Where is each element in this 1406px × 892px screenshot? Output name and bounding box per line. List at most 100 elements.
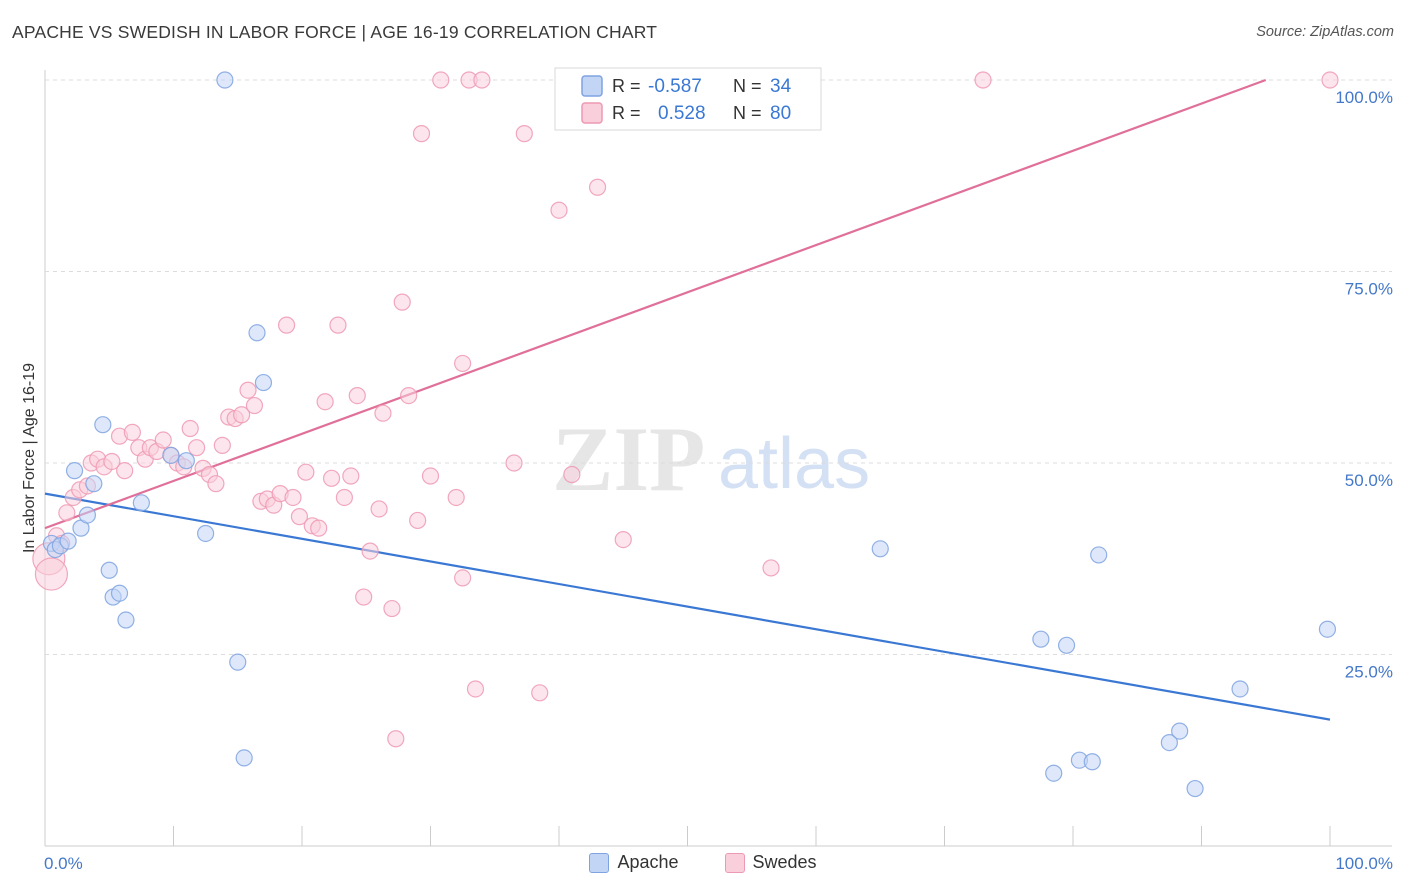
point-swedes [317,394,333,410]
point-swedes [433,72,449,88]
watermark-zip: ZIP [552,408,705,510]
legend-n-value-swedes: 80 [770,103,791,124]
legend-swatch-blue [589,853,609,873]
point-apache [60,533,76,549]
legend-r-label-apache: R = [612,76,641,96]
point-apache [230,654,246,670]
point-swedes [324,470,340,486]
point-swedes [35,558,67,590]
point-swedes [189,440,205,456]
y-tick-label-100: 100.0% [1335,88,1393,107]
point-swedes [214,437,230,453]
legend-item-swedes: Swedes [725,852,817,873]
point-swedes [410,512,426,528]
y-tick-label-50: 50.0% [1345,471,1393,490]
point-swedes [474,72,490,88]
point-apache [86,476,102,492]
point-swedes [455,570,471,586]
point-apache [255,375,271,391]
point-swedes [279,317,295,333]
point-apache [163,447,179,463]
legend-label-apache: Apache [617,852,678,873]
point-swedes [59,505,75,521]
point-apache [1059,637,1075,653]
point-apache [178,453,194,469]
scatter-chart: ZIP atlas 25.0%50.0%75.0%100.0% 0.0% 100.… [0,0,1406,892]
point-swedes [155,432,171,448]
point-swedes [356,589,372,605]
legend-swatch-swedes [582,103,602,123]
point-swedes [763,560,779,576]
point-apache [236,750,252,766]
watermark-atlas: atlas [718,424,870,504]
point-swedes [388,731,404,747]
point-apache [95,417,111,433]
point-swedes [362,543,378,559]
point-swedes [1322,72,1338,88]
point-swedes [532,685,548,701]
point-apache [1033,631,1049,647]
y-tick-label-25: 25.0% [1345,663,1393,682]
point-swedes [516,126,532,142]
point-swedes [590,179,606,195]
y-axis-label: In Labor Force | Age 16-19 [21,363,38,553]
trend-line-apache [45,494,1330,720]
point-swedes [311,520,327,536]
point-apache [198,525,214,541]
point-swedes [506,455,522,471]
point-apache [1232,681,1248,697]
point-swedes [330,317,346,333]
legend-box: R = -0.587 N = 34 R = 0.528 N = 80 [555,68,821,130]
point-swedes [401,388,417,404]
legend-item-apache: Apache [589,852,678,873]
point-swedes [285,489,301,505]
legend-n-label-apache: N = [733,76,762,96]
point-swedes [551,202,567,218]
point-swedes [208,476,224,492]
point-swedes [182,421,198,437]
point-apache [79,507,95,523]
point-apache [133,495,149,511]
point-swedes [615,532,631,548]
point-swedes [371,501,387,517]
point-swedes [564,466,580,482]
legend-r-label-swedes: R = [612,103,641,123]
point-apache [1172,723,1188,739]
point-swedes [349,388,365,404]
legend-swatch-pink [725,853,745,873]
bottom-legend: Apache Swedes [0,852,1406,873]
y-tick-label-75: 75.0% [1345,280,1393,299]
legend-r-value-apache: -0.587 [648,76,702,97]
point-swedes [240,382,256,398]
legend-label-swedes: Swedes [753,852,817,873]
point-swedes [384,601,400,617]
point-swedes [298,464,314,480]
point-apache [872,541,888,557]
legend-n-value-apache: 34 [770,76,792,97]
point-swedes [375,405,391,421]
point-apache [112,585,128,601]
point-apache [1091,547,1107,563]
point-apache [1046,765,1062,781]
point-swedes [124,424,140,440]
point-apache [1187,781,1203,797]
point-swedes [975,72,991,88]
point-swedes [455,355,471,371]
point-swedes [448,489,464,505]
point-swedes [414,126,430,142]
point-apache [249,325,265,341]
legend-n-label-swedes: N = [733,103,762,123]
point-swedes [467,681,483,697]
point-swedes [423,468,439,484]
point-apache [67,463,83,479]
legend-swatch-apache [582,76,602,96]
point-swedes [394,294,410,310]
point-apache [118,612,134,628]
legend-r-value-swedes: 0.528 [658,103,706,124]
point-apache [217,72,233,88]
point-swedes [336,489,352,505]
point-swedes [117,463,133,479]
point-apache [1084,754,1100,770]
point-apache [1319,621,1335,637]
point-swedes [246,398,262,414]
